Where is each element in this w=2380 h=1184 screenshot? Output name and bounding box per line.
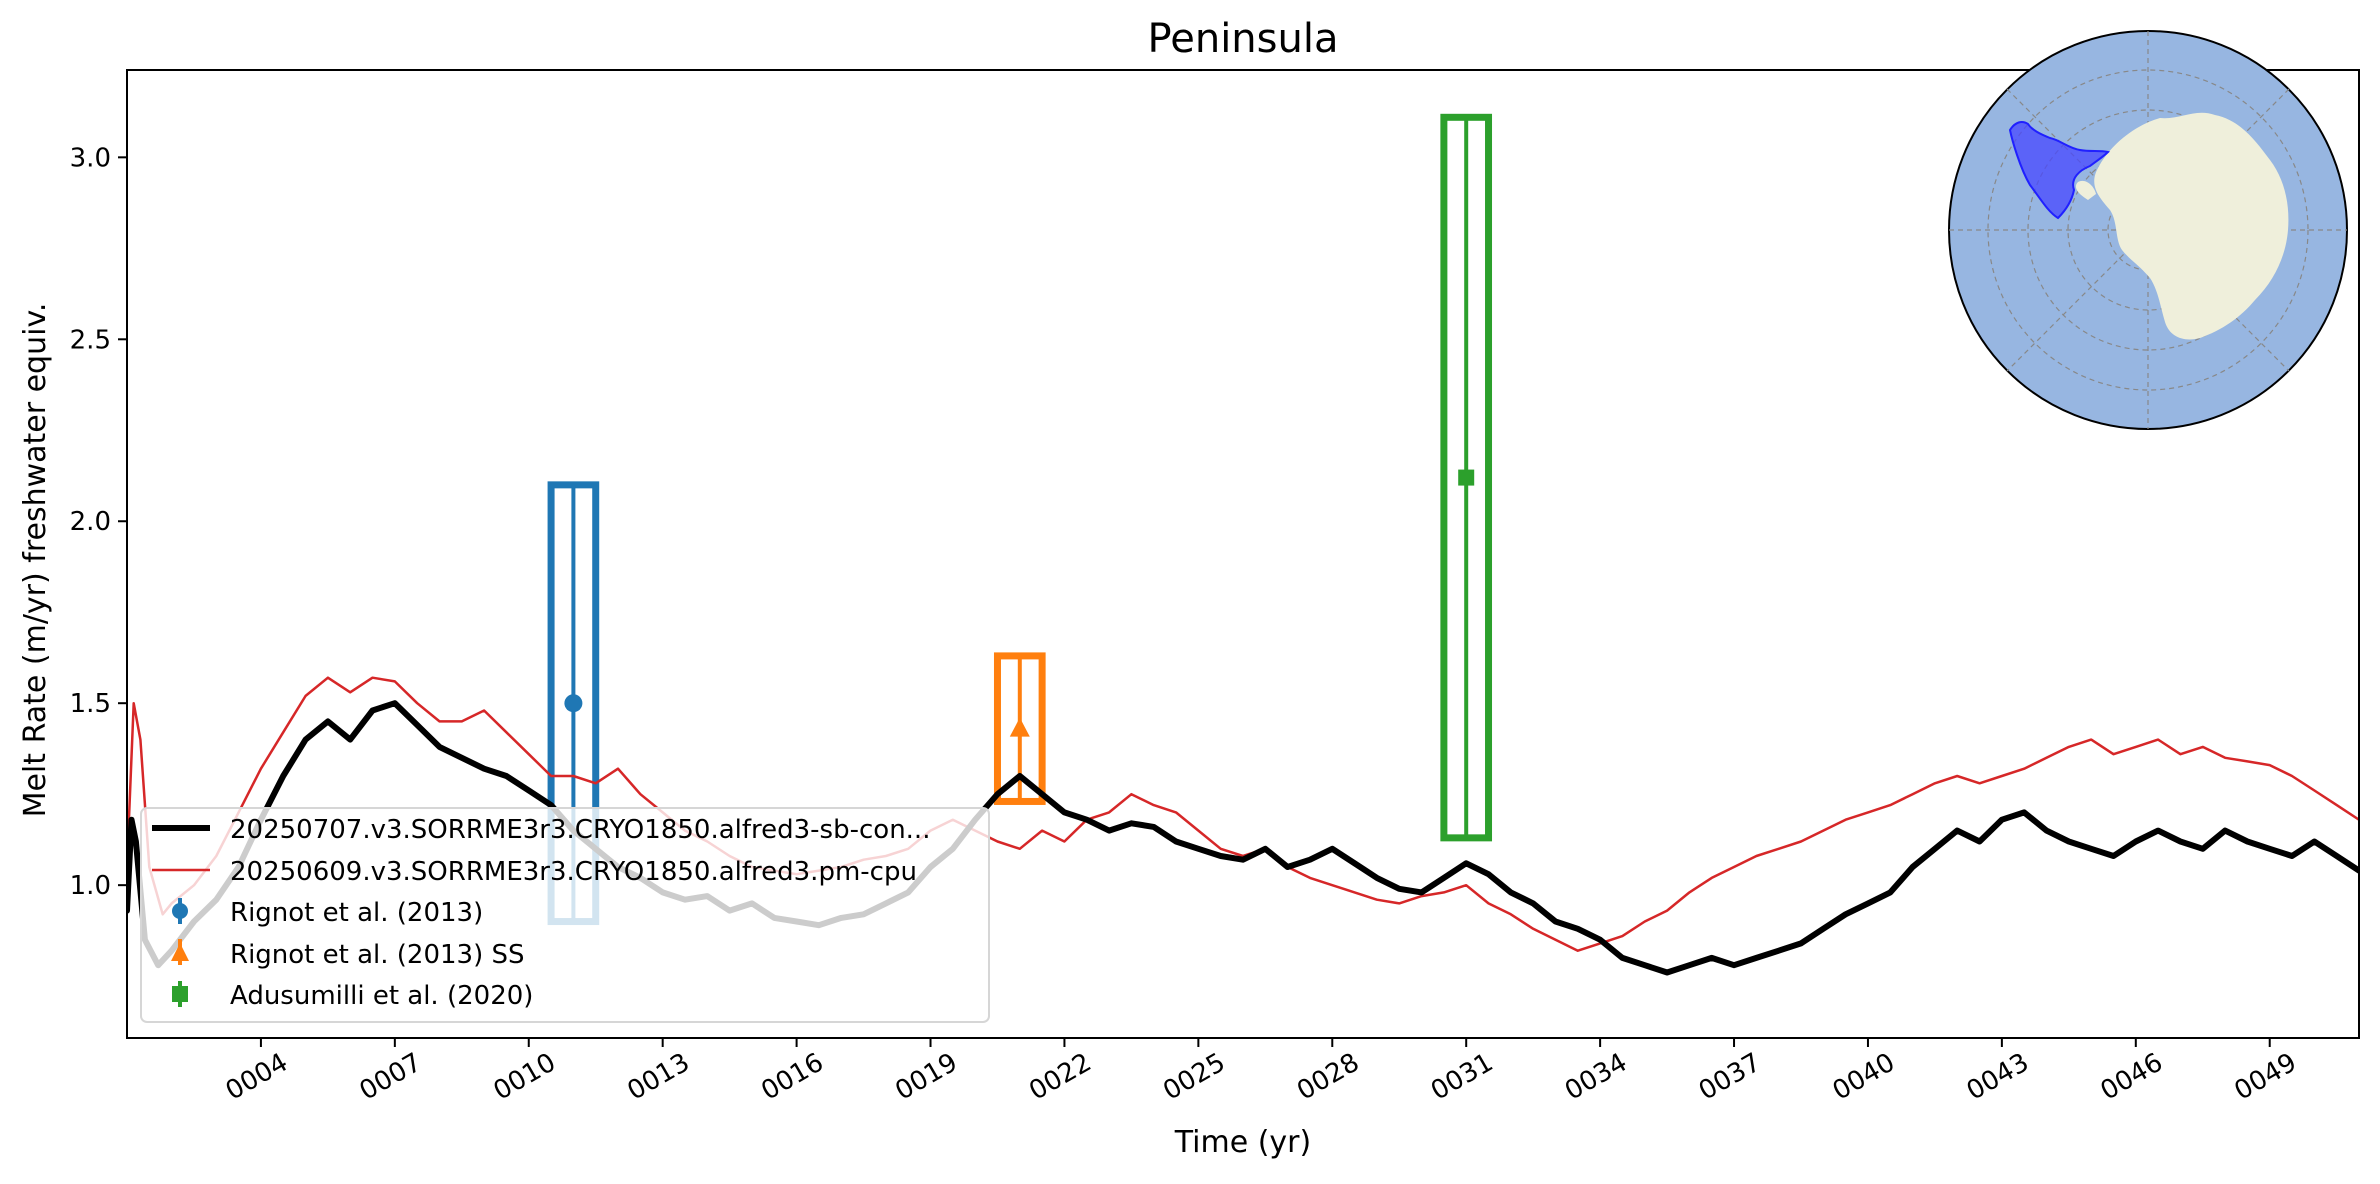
series-line-2: [127, 676, 2359, 952]
inset-antarctica-land: [2094, 112, 2289, 340]
legend-swatch-obs-2: [171, 939, 189, 965]
legend-box: [140, 807, 990, 1023]
legend: 20250707.v3.SORRME3r3.CRYO1850.alfred3-s…: [140, 807, 990, 1023]
antarctica-polar-map-icon: [1948, 30, 2348, 430]
legend-swatch-obs-3: [172, 981, 188, 1007]
y-tick-label: 3.0: [70, 143, 111, 173]
observation-point: [564, 694, 583, 713]
legend-label-series-1: 20250707.v3.SORRME3r3.CRYO1850.alfred3-s…: [230, 815, 930, 845]
inset-peninsula-region: [2008, 121, 2110, 220]
y-axis-label: Melt Rate (m/yr) freshwater equiv.: [18, 303, 53, 818]
legend-label-obs-1: Rignot et al. (2013): [230, 898, 483, 928]
series-layer: [127, 676, 2359, 976]
chart-title: Peninsula: [1148, 16, 1339, 62]
y-tick-label: 1.0: [70, 871, 111, 901]
x-axis-label: Time (yr): [1174, 1125, 1311, 1160]
y-tick-label: 2.0: [70, 507, 111, 537]
plot-frame: [126, 69, 2360, 1039]
y-tick-label: 1.5: [70, 689, 111, 719]
observation-3: [1440, 113, 1493, 842]
series-line-1: [127, 700, 2359, 976]
legend-label-series-2: 20250609.v3.SORRME3r3.CRYO1850.alfred3.p…: [230, 857, 917, 887]
observation-point: [1458, 469, 1475, 486]
y-axis-ticks: 1.0 1.5 2.0 2.5 3.0: [70, 143, 127, 901]
y-tick-label: 2.5: [70, 325, 111, 355]
inset-ross-shelf: [2075, 180, 2096, 200]
legend-swatch-obs-1: [172, 898, 188, 924]
legend-label-obs-2: Rignot et al. (2013) SS: [230, 940, 525, 970]
legend-label-obs-3: Adusumilli et al. (2020): [230, 981, 533, 1011]
observation-point: [1009, 717, 1030, 737]
